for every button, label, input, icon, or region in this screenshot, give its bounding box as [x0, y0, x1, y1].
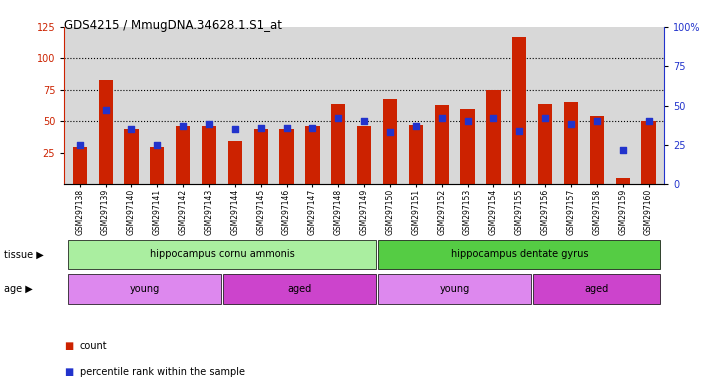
Bar: [615, 178, 630, 184]
Bar: [331, 104, 346, 184]
Text: hippocampus dentate gyrus: hippocampus dentate gyrus: [451, 249, 588, 260]
Bar: [279, 129, 293, 184]
Point: [203, 121, 215, 127]
Point: [591, 118, 603, 124]
Point: [255, 124, 266, 131]
Text: tissue ▶: tissue ▶: [4, 249, 44, 260]
Text: ■: ■: [64, 341, 74, 351]
Point: [410, 123, 421, 129]
Bar: [73, 147, 87, 184]
Point: [74, 142, 86, 148]
Point: [100, 107, 111, 113]
Bar: [512, 37, 526, 184]
Bar: [228, 141, 242, 184]
Point: [281, 124, 292, 131]
Bar: [150, 147, 164, 184]
Bar: [461, 109, 475, 184]
Point: [617, 147, 628, 153]
Text: young: young: [440, 284, 470, 294]
Text: percentile rank within the sample: percentile rank within the sample: [80, 367, 245, 377]
Bar: [68, 240, 376, 269]
Point: [565, 121, 577, 127]
Point: [333, 115, 344, 121]
Bar: [176, 126, 191, 184]
Bar: [408, 125, 423, 184]
Bar: [641, 121, 655, 184]
Bar: [124, 129, 139, 184]
Bar: [202, 126, 216, 184]
Bar: [383, 99, 397, 184]
Point: [462, 118, 473, 124]
Point: [229, 126, 241, 132]
Point: [384, 129, 396, 136]
Point: [513, 128, 525, 134]
Point: [126, 126, 137, 132]
Bar: [564, 103, 578, 184]
Text: GDS4215 / MmugDNA.34628.1.S1_at: GDS4215 / MmugDNA.34628.1.S1_at: [64, 19, 282, 32]
Point: [151, 142, 163, 148]
Text: aged: aged: [288, 284, 311, 294]
Bar: [357, 126, 371, 184]
Bar: [378, 274, 531, 304]
Bar: [486, 90, 501, 184]
Text: aged: aged: [585, 284, 609, 294]
Bar: [435, 105, 449, 184]
Text: ■: ■: [64, 367, 74, 377]
Text: young: young: [129, 284, 159, 294]
Text: age ▶: age ▶: [4, 284, 32, 294]
Bar: [533, 274, 660, 304]
Text: count: count: [80, 341, 108, 351]
Bar: [538, 104, 552, 184]
Point: [358, 118, 370, 124]
Text: hippocampus cornu ammonis: hippocampus cornu ammonis: [149, 249, 294, 260]
Bar: [253, 129, 268, 184]
Bar: [590, 116, 604, 184]
Point: [539, 115, 550, 121]
Point: [436, 115, 448, 121]
Point: [643, 118, 654, 124]
Bar: [99, 80, 113, 184]
Point: [178, 123, 189, 129]
Bar: [306, 126, 320, 184]
Point: [488, 115, 499, 121]
Bar: [68, 274, 221, 304]
Bar: [223, 274, 376, 304]
Bar: [378, 240, 660, 269]
Point: [307, 124, 318, 131]
